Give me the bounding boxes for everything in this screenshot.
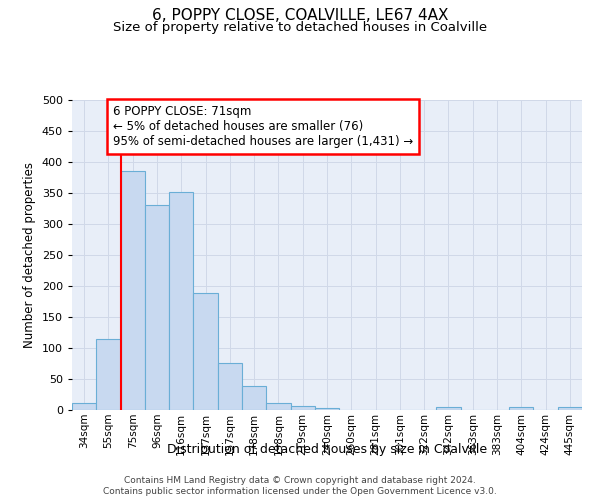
Text: Distribution of detached houses by size in Coalville: Distribution of detached houses by size …	[167, 442, 487, 456]
Bar	[509, 407, 533, 410]
Text: Contains public sector information licensed under the Open Government Licence v3: Contains public sector information licen…	[103, 488, 497, 496]
Text: Contains HM Land Registry data © Crown copyright and database right 2024.: Contains HM Land Registry data © Crown c…	[124, 476, 476, 485]
Bar	[96, 338, 121, 410]
Bar	[436, 407, 461, 410]
Bar	[193, 294, 218, 410]
Text: 6, POPPY CLOSE, COALVILLE, LE67 4AX: 6, POPPY CLOSE, COALVILLE, LE67 4AX	[152, 8, 448, 22]
Text: Size of property relative to detached houses in Coalville: Size of property relative to detached ho…	[113, 21, 487, 34]
Bar	[218, 363, 242, 410]
Text: 6 POPPY CLOSE: 71sqm
← 5% of detached houses are smaller (76)
95% of semi-detach: 6 POPPY CLOSE: 71sqm ← 5% of detached ho…	[113, 104, 413, 148]
Bar	[266, 403, 290, 410]
Bar	[315, 408, 339, 410]
Y-axis label: Number of detached properties: Number of detached properties	[23, 162, 36, 348]
Bar	[121, 172, 145, 410]
Bar	[145, 205, 169, 410]
Bar	[169, 192, 193, 410]
Bar	[290, 406, 315, 410]
Bar	[242, 386, 266, 410]
Bar	[558, 407, 582, 410]
Bar	[72, 403, 96, 410]
